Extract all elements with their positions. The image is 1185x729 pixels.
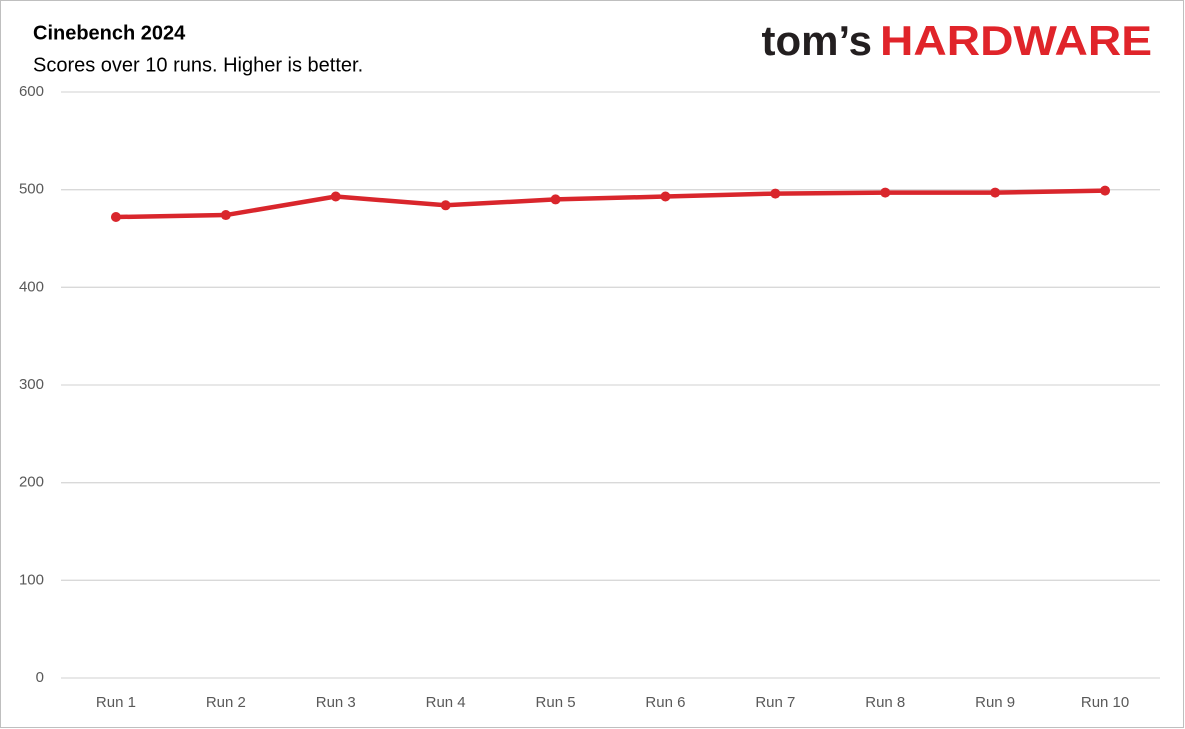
data-point [770,188,781,199]
y-tick-label: 200 [19,474,44,491]
data-point [660,191,671,202]
x-tick-label: Run 2 [206,694,246,711]
data-point [550,194,561,205]
y-tick-label: 0 [36,669,44,686]
x-tick-label: Run 9 [975,694,1015,711]
logo-name: HARDWARE [880,17,1152,64]
x-tick-label: Run 10 [1081,694,1129,711]
data-line [115,188,1106,220]
y-tick-label: 400 [19,278,44,295]
data-point [220,210,231,221]
x-tick-label: Run 5 [536,694,576,711]
y-tick-label: 100 [19,571,44,588]
data-point [880,187,891,198]
data-point [1100,185,1111,196]
chart-subtitle: Scores over 10 runs. Higher is better. [33,54,363,76]
logo-prefix: tom’s [762,17,872,64]
x-tick-label: Run 8 [865,694,905,711]
data-point [110,212,121,223]
x-tick-label: Run 6 [645,694,685,711]
x-tick-label: Run 3 [316,694,356,711]
x-tick-label: Run 4 [426,694,466,711]
chart-title: Cinebench 2024 [33,22,186,44]
data-point [990,187,1001,198]
y-tick-label: 500 [19,181,44,198]
y-tick-label: 300 [19,376,44,393]
y-tick-label: 600 [19,83,44,100]
x-tick-label: Run 7 [755,694,795,711]
x-tick-label: Run 1 [96,694,136,711]
data-point [440,200,451,211]
data-point [330,191,341,202]
